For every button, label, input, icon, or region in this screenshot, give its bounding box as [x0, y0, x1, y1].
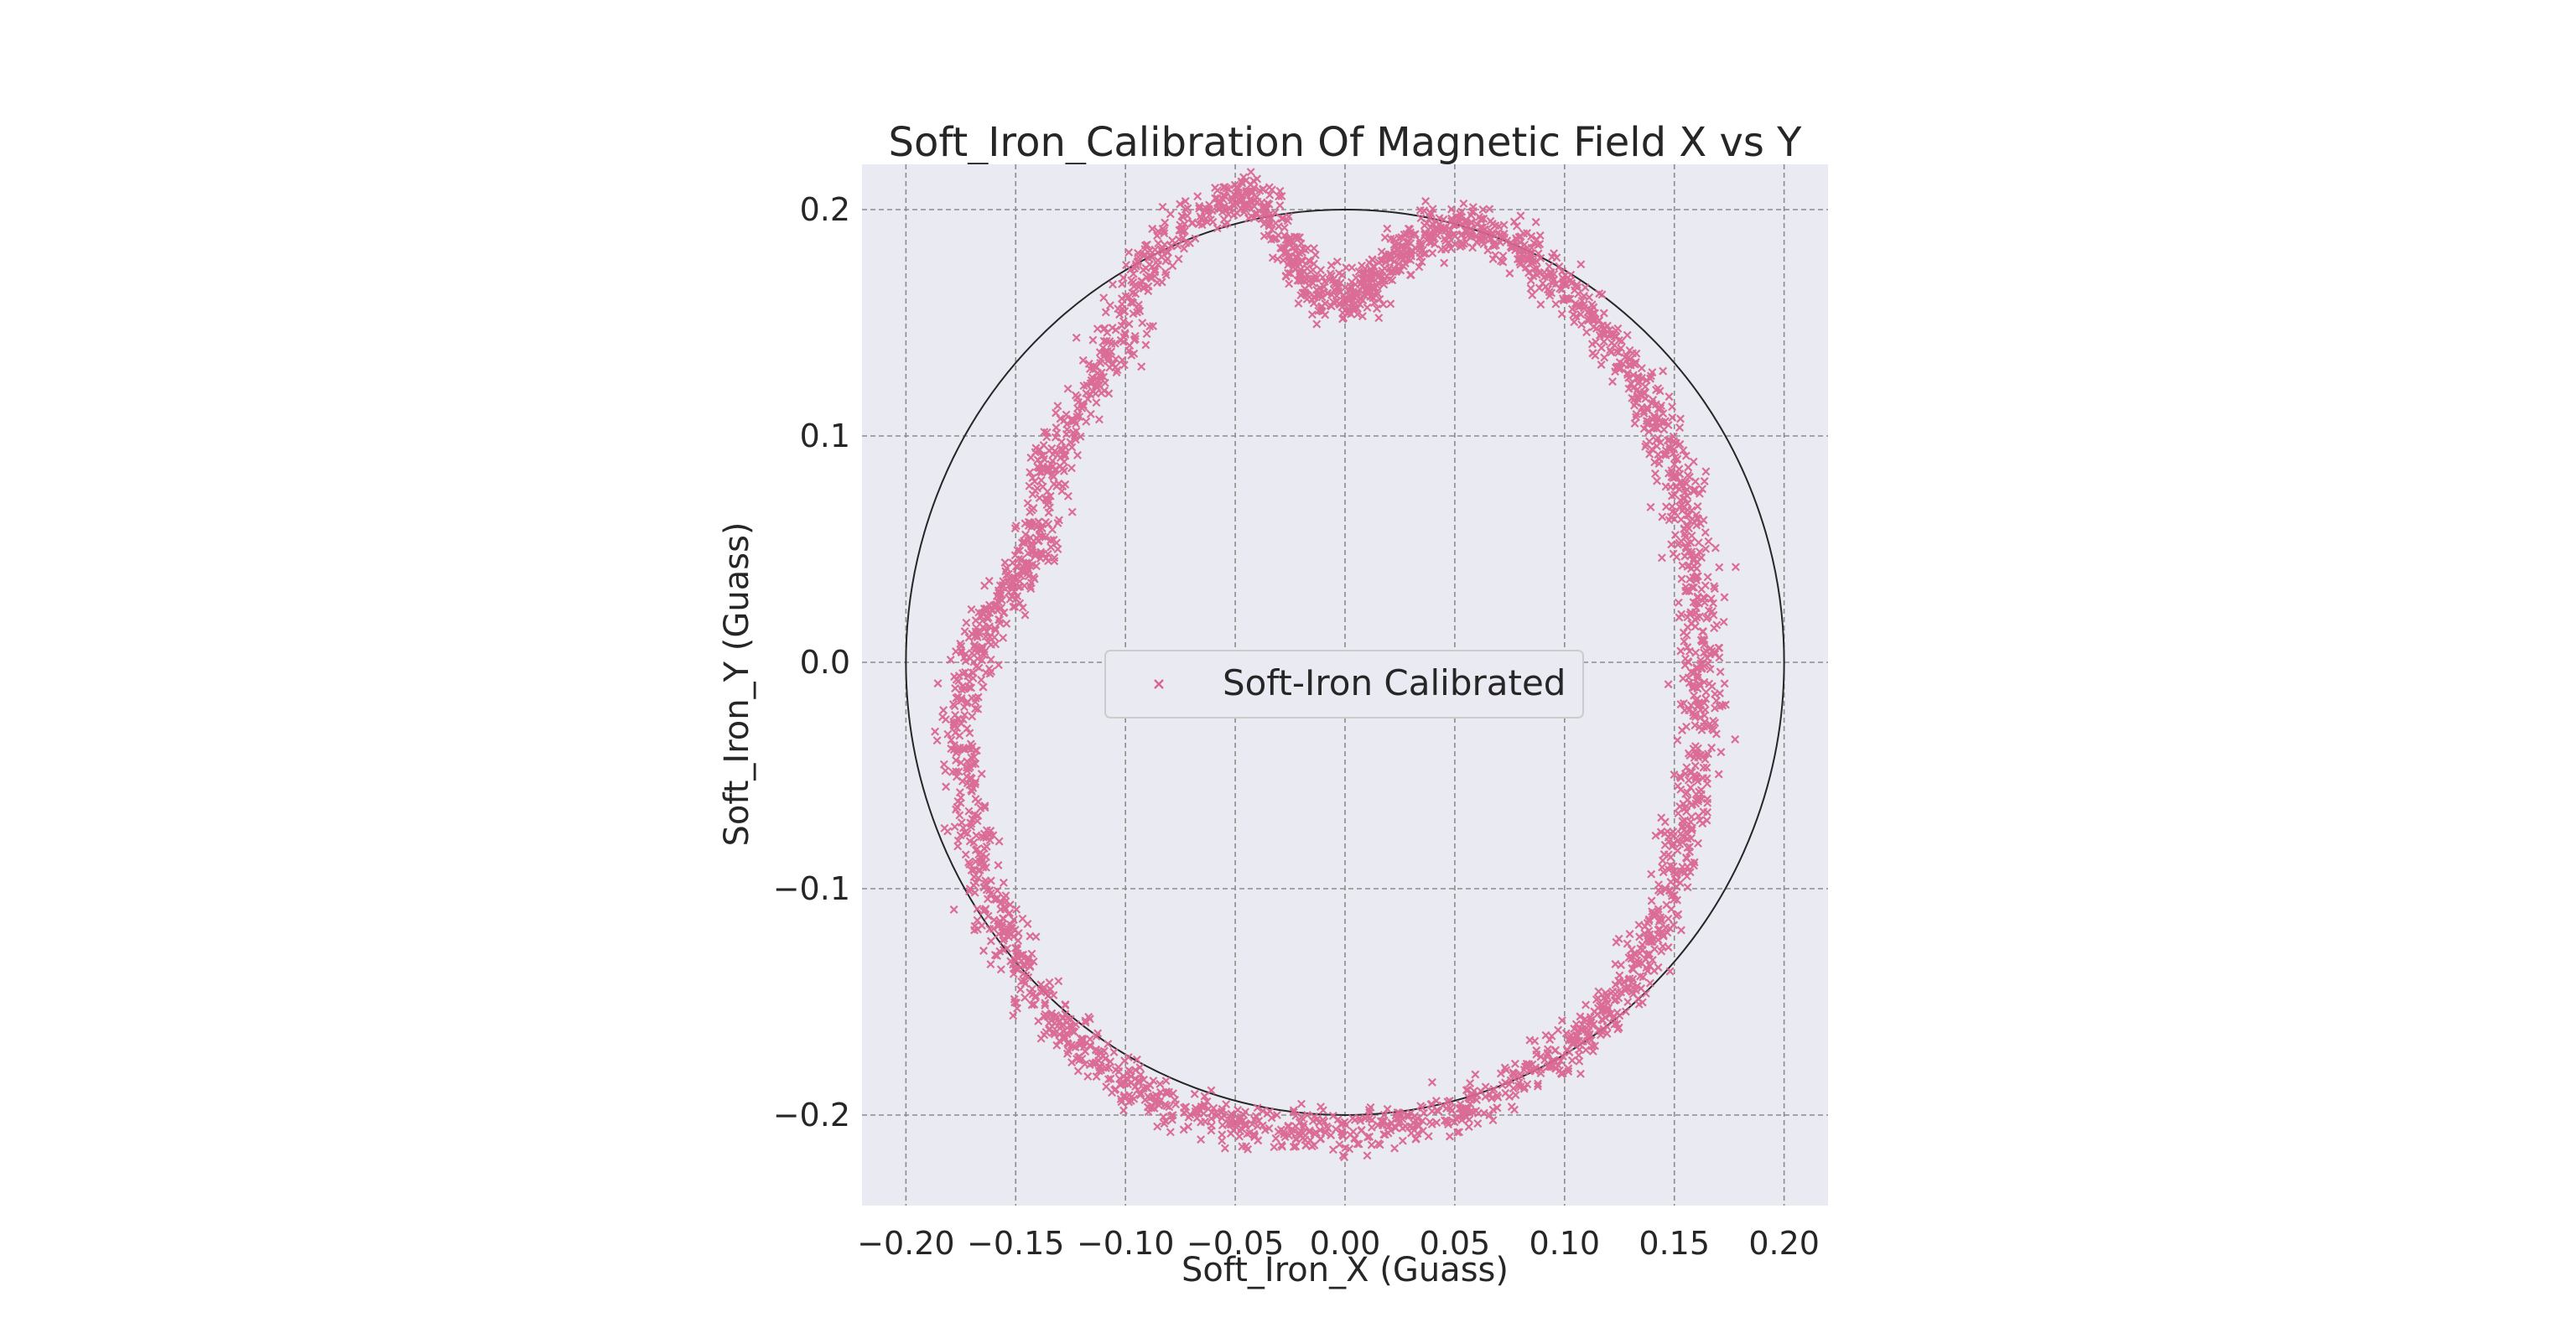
series-points-soft-iron-calibrated [931, 168, 1740, 1162]
reference-circle-layer [905, 209, 1785, 1116]
y-tick-label: −0.2 [773, 1097, 850, 1133]
x-tick-label: −0.10 [1077, 1225, 1174, 1262]
y-tick-label: 0.1 [800, 418, 850, 454]
x-tick-label: 0.05 [1420, 1225, 1491, 1262]
x-tick-label: 0.00 [1310, 1225, 1381, 1262]
y-tick-label: −0.1 [773, 870, 850, 907]
x-tick-label: −0.15 [967, 1225, 1064, 1262]
legend: Soft-Iron Calibrated [1104, 650, 1584, 718]
y-tick-labels: 0.2 0.1 0.0 −0.1 −0.2 [773, 191, 850, 1133]
chart-title: Soft_Iron_Calibration Of Magnetic Field … [889, 119, 1803, 166]
y-axis-label: Soft_Iron_Y (Guass) [718, 521, 756, 846]
reference-circle [905, 209, 1785, 1116]
y-tick-label: 0.2 [800, 191, 850, 228]
legend-x-marker [1154, 679, 1164, 689]
legend-marker-x [1154, 679, 1164, 689]
x-tick-labels: −0.20 −0.15 −0.10 −0.05 0.00 0.05 0.10 0.15 0.20 [857, 1225, 1820, 1262]
x-tick-label: 0.15 [1639, 1225, 1710, 1262]
legend-label: Soft-Iron Calibrated [1223, 662, 1566, 703]
x-tick-label: −0.20 [857, 1225, 954, 1262]
y-tick-label: 0.0 [800, 644, 850, 681]
x-tick-label: −0.05 [1187, 1225, 1284, 1262]
scatter-points [931, 168, 1740, 1162]
legend-box [1104, 650, 1584, 718]
x-tick-label: 0.10 [1530, 1225, 1601, 1262]
x-tick-label: 0.20 [1748, 1225, 1820, 1262]
x-axis-label: Soft_Iron_X (Guass) [1182, 1251, 1509, 1289]
